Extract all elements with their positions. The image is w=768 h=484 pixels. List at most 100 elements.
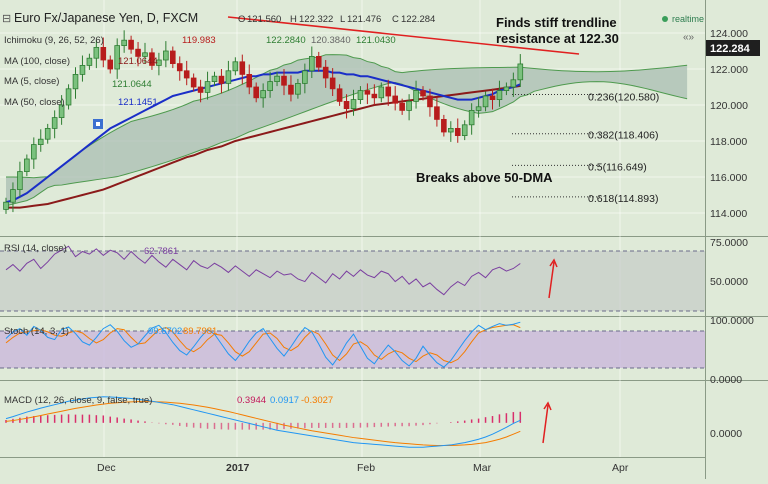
ma50-label: MA (50, close) bbox=[4, 97, 65, 108]
fib-level-label: 0.618(114.893) bbox=[588, 193, 658, 205]
candle-body[interactable] bbox=[364, 90, 371, 95]
candle-body[interactable] bbox=[204, 81, 211, 93]
candle-body[interactable] bbox=[454, 127, 461, 136]
candle-body[interactable] bbox=[378, 86, 385, 99]
candle-body[interactable] bbox=[246, 74, 253, 88]
price-axis-bg bbox=[705, 0, 768, 479]
candle-body[interactable] bbox=[107, 59, 114, 70]
ohlc-c-label: C bbox=[392, 14, 399, 25]
candle-body[interactable] bbox=[510, 79, 517, 88]
candle-body[interactable] bbox=[225, 70, 232, 84]
candle-body[interactable] bbox=[197, 86, 204, 93]
candle-body[interactable] bbox=[30, 144, 37, 160]
candle-body[interactable] bbox=[260, 90, 266, 99]
rsi-up-arrow bbox=[548, 261, 555, 299]
candle-body[interactable] bbox=[176, 63, 183, 72]
candle-body[interactable] bbox=[239, 61, 246, 75]
candle-body[interactable] bbox=[135, 48, 141, 57]
candle-body[interactable] bbox=[163, 50, 169, 61]
candle-body[interactable] bbox=[44, 127, 51, 140]
candle-body[interactable] bbox=[308, 56, 315, 72]
candle-body[interactable] bbox=[190, 77, 197, 88]
candle-body[interactable] bbox=[114, 45, 121, 70]
candle-body[interactable] bbox=[475, 106, 482, 111]
candle-body[interactable] bbox=[3, 201, 9, 210]
candle-body[interactable] bbox=[315, 56, 322, 68]
candle-body[interactable] bbox=[371, 93, 378, 99]
current-price-box bbox=[706, 40, 760, 56]
candle-body[interactable] bbox=[427, 95, 433, 108]
candle-body[interactable] bbox=[503, 86, 510, 91]
candle-body[interactable] bbox=[24, 158, 30, 173]
realtime-dot-icon bbox=[662, 16, 668, 22]
candle-body[interactable] bbox=[336, 88, 343, 102]
stoch-label: Stoch (14, 3, 1) bbox=[4, 326, 69, 337]
candle-body[interactable] bbox=[10, 189, 16, 203]
time-label-feb: Feb bbox=[357, 462, 375, 474]
ma5-label: MA (5, close) bbox=[4, 76, 59, 87]
candle-body[interactable] bbox=[17, 171, 23, 191]
candle-body[interactable] bbox=[517, 63, 524, 81]
candle-body[interactable] bbox=[350, 99, 357, 109]
candle-body[interactable] bbox=[482, 95, 489, 108]
macd-up-arrowhead bbox=[543, 401, 552, 411]
candle-body[interactable] bbox=[232, 61, 239, 72]
time-label-apr: Apr bbox=[612, 462, 629, 474]
candle-body[interactable] bbox=[468, 110, 475, 126]
candle-body[interactable] bbox=[329, 77, 336, 90]
candle-body[interactable] bbox=[399, 102, 405, 111]
candle-body[interactable] bbox=[461, 124, 468, 137]
candle-body[interactable] bbox=[93, 47, 100, 59]
candle-body[interactable] bbox=[72, 74, 79, 90]
collapse-toggle-icon[interactable]: ⊟ bbox=[2, 13, 11, 25]
macd-line-value: 0.0917 bbox=[270, 395, 299, 406]
arrows-toggle-icon[interactable]: «» bbox=[683, 32, 695, 43]
candle-body[interactable] bbox=[218, 75, 225, 84]
candle-body[interactable] bbox=[413, 90, 419, 102]
candle-body[interactable] bbox=[295, 83, 301, 95]
candle-body[interactable] bbox=[149, 52, 155, 66]
candle-body[interactable] bbox=[281, 75, 287, 86]
candle-body[interactable] bbox=[121, 39, 127, 47]
candle-body[interactable] bbox=[169, 50, 176, 65]
candle-body[interactable] bbox=[65, 88, 72, 106]
rsi-label: RSI (14, close) bbox=[4, 243, 67, 254]
candle-body[interactable] bbox=[406, 101, 412, 111]
ma100-value: 121.0644 bbox=[118, 56, 158, 67]
candle-body[interactable] bbox=[142, 52, 148, 57]
candle-body[interactable] bbox=[267, 81, 273, 91]
candle-body[interactable] bbox=[288, 84, 294, 95]
candle-body[interactable] bbox=[274, 75, 280, 82]
candle-body[interactable] bbox=[253, 86, 260, 99]
candle-body[interactable] bbox=[58, 104, 65, 119]
macd-label: MACD (12, 26, close, 9, false, true) bbox=[4, 395, 152, 406]
candle-body[interactable] bbox=[489, 95, 496, 100]
candle-body[interactable] bbox=[441, 119, 447, 133]
candle-body[interactable] bbox=[496, 90, 503, 100]
candle-body[interactable] bbox=[51, 117, 58, 129]
candle-body[interactable] bbox=[302, 70, 308, 84]
ichimoku-v1: 119.983 bbox=[182, 35, 216, 46]
candle-body[interactable] bbox=[79, 65, 86, 75]
candle-body[interactable] bbox=[86, 57, 93, 66]
candle-body[interactable] bbox=[37, 138, 44, 145]
candle-body[interactable] bbox=[392, 95, 398, 104]
candle-body[interactable] bbox=[211, 75, 218, 82]
candle-body[interactable] bbox=[100, 47, 107, 61]
candle-body[interactable] bbox=[434, 106, 440, 120]
candle-body[interactable] bbox=[183, 70, 190, 79]
candle-body[interactable] bbox=[420, 90, 426, 97]
macd-line bbox=[5, 396, 521, 448]
candle-body[interactable] bbox=[385, 86, 392, 97]
candle-body[interactable] bbox=[357, 90, 364, 100]
price-tick-label: 116.000 bbox=[710, 172, 747, 184]
candle-body[interactable] bbox=[156, 59, 162, 66]
candle-body[interactable] bbox=[447, 127, 454, 133]
candle-body[interactable] bbox=[343, 101, 350, 110]
candle-body[interactable] bbox=[322, 66, 329, 79]
candle-body[interactable] bbox=[128, 39, 134, 50]
price-tick-label: 124.000 bbox=[710, 28, 748, 40]
resistance-trendline[interactable] bbox=[227, 16, 580, 55]
